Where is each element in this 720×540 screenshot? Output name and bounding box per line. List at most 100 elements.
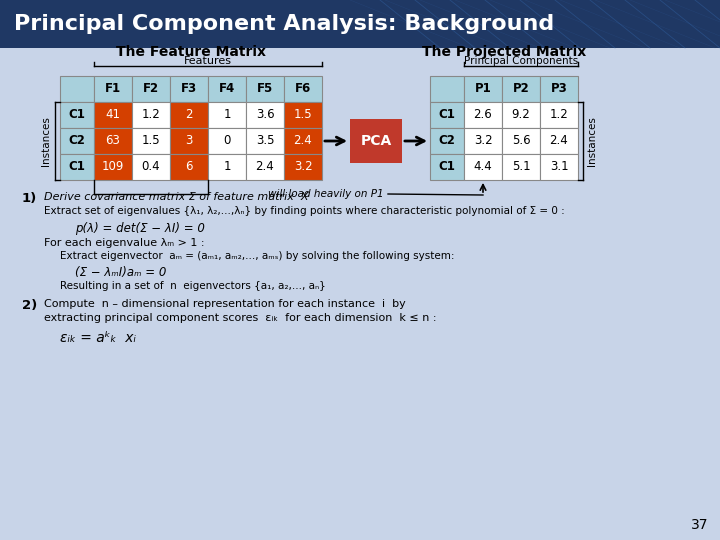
- Bar: [170, 128, 208, 154]
- Text: C1: C1: [438, 109, 456, 122]
- Text: 5.1: 5.1: [512, 160, 531, 173]
- Text: C1: C1: [438, 160, 456, 173]
- Text: 2.4: 2.4: [256, 160, 274, 173]
- Text: Compute  n – dimensional representation for each instance  i  by: Compute n – dimensional representation f…: [44, 299, 406, 309]
- Bar: [284, 102, 322, 128]
- Bar: [430, 102, 464, 128]
- Bar: [132, 102, 170, 128]
- Text: 9.2: 9.2: [512, 109, 531, 122]
- Text: εᵢₖ = aᵏₖ  xᵢ: εᵢₖ = aᵏₖ xᵢ: [60, 331, 136, 345]
- Text: 0: 0: [223, 134, 230, 147]
- Text: F1: F1: [105, 83, 121, 96]
- Text: Extract eigenvector  aₘ = (aₘ₁, aₘ₂,..., aₘₛ) by solving the following system:: Extract eigenvector aₘ = (aₘ₁, aₘ₂,..., …: [60, 251, 454, 261]
- Text: Principal Components: Principal Components: [464, 56, 578, 66]
- Bar: [208, 102, 246, 128]
- Bar: [0, 0, 720, 48]
- Bar: [208, 154, 246, 180]
- Text: 2.6: 2.6: [474, 109, 492, 122]
- Bar: [60, 128, 94, 154]
- Text: The Feature Matrix: The Feature Matrix: [116, 45, 266, 59]
- Bar: [132, 154, 170, 180]
- Text: PCA: PCA: [361, 134, 392, 148]
- Bar: [60, 154, 94, 180]
- Text: 1.5: 1.5: [294, 109, 312, 122]
- Text: 6: 6: [185, 160, 193, 173]
- Text: Instances: Instances: [41, 116, 51, 166]
- Text: 3.6: 3.6: [256, 109, 274, 122]
- Text: 5.6: 5.6: [512, 134, 531, 147]
- Text: 1.2: 1.2: [142, 109, 161, 122]
- Bar: [540, 128, 578, 154]
- Text: 2.4: 2.4: [549, 134, 568, 147]
- Bar: [540, 76, 578, 102]
- Bar: [60, 76, 94, 102]
- Bar: [502, 102, 540, 128]
- Text: F4: F4: [219, 83, 235, 96]
- Bar: [170, 76, 208, 102]
- Bar: [464, 128, 502, 154]
- Text: 41: 41: [106, 109, 120, 122]
- Text: 1): 1): [22, 192, 37, 205]
- Text: Principal Component Analysis: Background: Principal Component Analysis: Background: [14, 14, 554, 34]
- Bar: [502, 154, 540, 180]
- Bar: [502, 76, 540, 102]
- Text: 3.1: 3.1: [549, 160, 568, 173]
- Bar: [94, 76, 132, 102]
- Bar: [430, 128, 464, 154]
- Text: p(λ) = det(Σ − λI) = 0: p(λ) = det(Σ − λI) = 0: [75, 222, 205, 235]
- Text: 1.2: 1.2: [549, 109, 568, 122]
- Bar: [170, 154, 208, 180]
- Text: F5: F5: [257, 83, 273, 96]
- Bar: [430, 154, 464, 180]
- Text: C2: C2: [438, 134, 456, 147]
- Bar: [464, 154, 502, 180]
- Bar: [284, 128, 322, 154]
- Text: 2: 2: [185, 109, 193, 122]
- Bar: [540, 102, 578, 128]
- Bar: [246, 154, 284, 180]
- Text: 2.4: 2.4: [294, 134, 312, 147]
- Bar: [94, 102, 132, 128]
- Bar: [94, 154, 132, 180]
- Text: Derive covariance matrix Σ of feature matrix  X: Derive covariance matrix Σ of feature ma…: [44, 192, 308, 202]
- Text: C1: C1: [68, 109, 86, 122]
- Text: 1: 1: [223, 109, 230, 122]
- Text: will load heavily on P1: will load heavily on P1: [268, 189, 384, 199]
- Bar: [132, 128, 170, 154]
- Bar: [502, 128, 540, 154]
- Text: P3: P3: [551, 83, 567, 96]
- Bar: [94, 128, 132, 154]
- Bar: [284, 76, 322, 102]
- Bar: [208, 76, 246, 102]
- Text: C1: C1: [68, 160, 86, 173]
- Bar: [208, 128, 246, 154]
- Text: For each eigenvalue λₘ > 1 :: For each eigenvalue λₘ > 1 :: [44, 238, 204, 248]
- Text: P2: P2: [513, 83, 529, 96]
- Text: extracting principal component scores  εᵢₖ  for each dimension  k ≤ n :: extracting principal component scores εᵢ…: [44, 313, 436, 323]
- Text: 1: 1: [223, 160, 230, 173]
- Text: The Projected Matrix: The Projected Matrix: [422, 45, 586, 59]
- Text: 3: 3: [185, 134, 193, 147]
- Text: 3.2: 3.2: [474, 134, 492, 147]
- Bar: [350, 119, 402, 163]
- Bar: [246, 76, 284, 102]
- Bar: [540, 154, 578, 180]
- Bar: [430, 76, 464, 102]
- Text: F2: F2: [143, 83, 159, 96]
- Text: F3: F3: [181, 83, 197, 96]
- Text: 63: 63: [106, 134, 120, 147]
- Text: 3.5: 3.5: [256, 134, 274, 147]
- Text: 109: 109: [102, 160, 124, 173]
- Text: Resulting in a set of  n  eigenvectors {a₁, a₂,..., aₙ}: Resulting in a set of n eigenvectors {a₁…: [60, 281, 325, 291]
- Bar: [246, 102, 284, 128]
- Bar: [464, 76, 502, 102]
- Text: Extract set of eigenvalues {λ₁, λ₂,...,λₙ} by finding points where characteristi: Extract set of eigenvalues {λ₁, λ₂,...,λ…: [44, 206, 564, 216]
- Text: 2): 2): [22, 299, 37, 312]
- Text: C2: C2: [68, 134, 86, 147]
- Text: Instances: Instances: [587, 116, 597, 166]
- Bar: [246, 128, 284, 154]
- Text: F6: F6: [295, 83, 311, 96]
- Text: Features: Features: [184, 56, 232, 66]
- Text: (Σ − λₘI)aₘ = 0: (Σ − λₘI)aₘ = 0: [75, 266, 166, 279]
- Bar: [60, 102, 94, 128]
